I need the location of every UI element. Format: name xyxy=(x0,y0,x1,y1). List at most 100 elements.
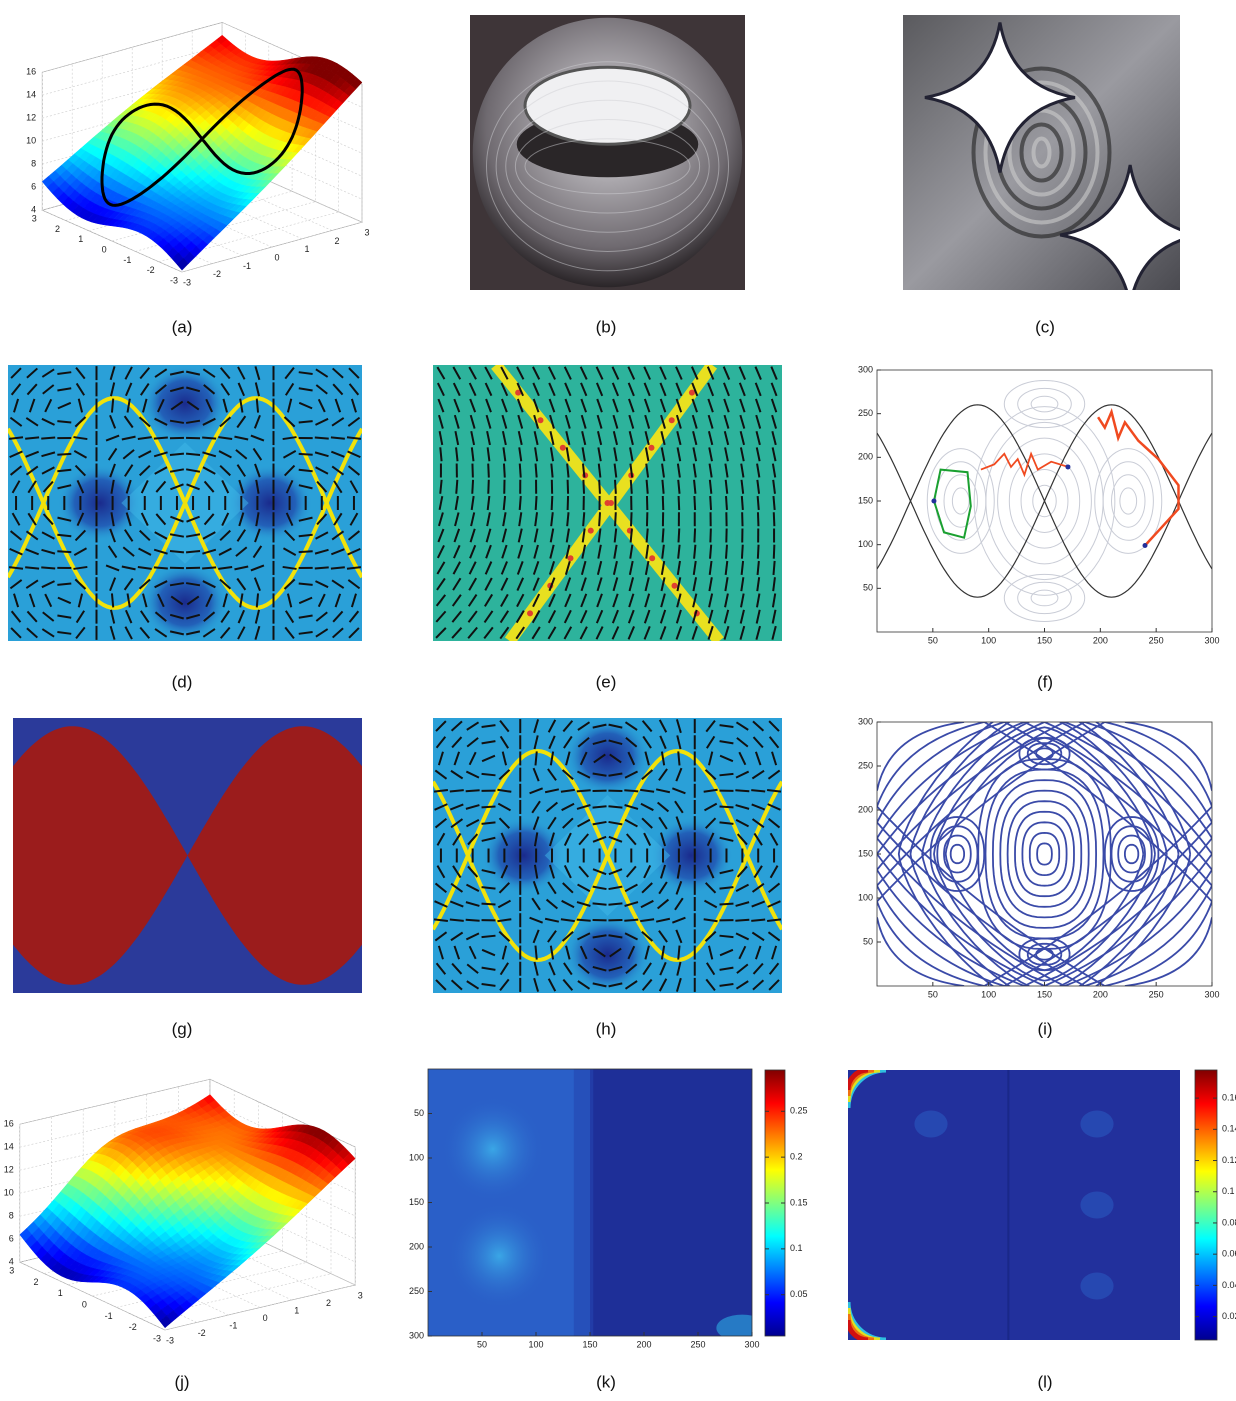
arrow xyxy=(25,437,39,438)
contour xyxy=(1103,462,1153,541)
arrow xyxy=(536,464,537,478)
x-tick-label: 50 xyxy=(928,989,938,999)
arrow xyxy=(773,561,774,575)
y-tick-label: 0 xyxy=(102,244,107,254)
arrow xyxy=(735,790,749,791)
z-tick-label: 6 xyxy=(9,1234,14,1244)
arrow xyxy=(758,496,759,510)
colorbar-tick-label: 0.14 xyxy=(1222,1124,1236,1134)
arrow xyxy=(742,496,743,510)
x-tick-label: 300 xyxy=(744,1339,759,1349)
arrow xyxy=(758,561,759,575)
heat-blob xyxy=(441,1096,545,1203)
colorbar-tick-label: 0.06 xyxy=(1222,1249,1236,1259)
arrow xyxy=(577,920,591,921)
arrow xyxy=(466,790,480,791)
arrow xyxy=(599,480,600,494)
heat-blob xyxy=(1080,1111,1113,1138)
arrow xyxy=(170,551,184,552)
arrow xyxy=(567,512,568,526)
arrow xyxy=(552,496,553,510)
arrow xyxy=(719,807,733,808)
panel-label: (k) xyxy=(596,1372,616,1391)
x-tick-label: 100 xyxy=(981,989,996,999)
arrow xyxy=(299,583,313,584)
arrow xyxy=(577,790,591,791)
arrow xyxy=(710,545,711,559)
contour xyxy=(1004,380,1084,427)
y-tick-label: 100 xyxy=(409,1152,424,1162)
z-tick-label: 12 xyxy=(26,113,36,123)
arrow xyxy=(482,904,496,905)
arrow xyxy=(535,751,536,765)
surface-plot: 46810121416-3-2-10123-3-2-10123 xyxy=(26,22,369,287)
arrow xyxy=(315,567,329,568)
contour xyxy=(986,770,1104,939)
arrow xyxy=(535,946,536,960)
panel-label: (l) xyxy=(1037,1372,1052,1391)
arrow xyxy=(751,919,765,920)
arrow xyxy=(482,807,496,808)
contour xyxy=(1031,396,1058,412)
arrow xyxy=(186,551,200,552)
panel: (i)5010015020025030050100150200250300 xyxy=(858,696,1220,1039)
contour xyxy=(1036,748,1053,759)
contour xyxy=(944,475,978,527)
contour xyxy=(1004,574,1084,621)
y-tick-label: -1 xyxy=(105,1311,113,1321)
panel-label: (h) xyxy=(596,1019,617,1038)
panel: (h) xyxy=(433,718,782,1038)
heat-blob xyxy=(447,1203,551,1310)
arrow xyxy=(694,496,695,510)
page: (a)46810121416-3-2-10123-3-2-10123(b)(c)… xyxy=(0,0,1236,1401)
y-tick-label: 1 xyxy=(58,1288,63,1298)
y-tick-label: 200 xyxy=(858,804,873,814)
start-point xyxy=(1143,543,1148,548)
contour xyxy=(978,759,1111,949)
x-tick-label: -2 xyxy=(198,1328,206,1338)
contour xyxy=(1030,833,1059,875)
panel-label: (e) xyxy=(596,672,617,691)
arrow xyxy=(440,447,441,461)
arrow xyxy=(758,512,759,526)
y-tick-label: 150 xyxy=(858,848,873,858)
arrow xyxy=(450,790,464,791)
streamline xyxy=(877,722,1085,886)
ridge-dot xyxy=(568,555,574,561)
panel: (j) xyxy=(174,1372,189,1391)
y-tick-label: -1 xyxy=(123,255,131,265)
y-tick-label: 250 xyxy=(409,1286,424,1296)
arrow xyxy=(599,512,600,526)
arrow xyxy=(466,920,480,921)
heat-blob xyxy=(1080,1192,1113,1219)
contour xyxy=(952,488,969,514)
contour xyxy=(1120,488,1137,514)
arrow xyxy=(299,421,313,422)
x-tick-label: 50 xyxy=(477,1339,487,1349)
x-tick-label: 300 xyxy=(1204,635,1219,645)
arrow xyxy=(735,920,749,921)
arrow xyxy=(299,454,313,455)
x-tick-label: 100 xyxy=(981,635,996,645)
arrow xyxy=(57,454,71,455)
y-tick-label: 100 xyxy=(858,539,873,549)
contour xyxy=(951,845,964,863)
heat-blob xyxy=(1080,1273,1113,1300)
contour xyxy=(1037,843,1052,864)
start-point xyxy=(931,499,936,504)
x-tick-label: 3 xyxy=(358,1290,363,1300)
contour xyxy=(1000,791,1088,918)
arrow xyxy=(751,790,765,791)
y-tick-label: 200 xyxy=(858,452,873,462)
arrow xyxy=(112,399,113,413)
z-tick-label: 16 xyxy=(4,1119,14,1129)
y-tick-label: 250 xyxy=(858,408,873,418)
panel: (a) xyxy=(172,317,193,336)
start-point xyxy=(1065,464,1070,469)
y-tick-label: 50 xyxy=(863,583,873,593)
arrow xyxy=(678,946,679,960)
contour xyxy=(1018,582,1072,613)
x-tick-label: -3 xyxy=(183,277,191,287)
heat-band xyxy=(574,1069,593,1336)
x-tick-label: 200 xyxy=(1093,989,1108,999)
